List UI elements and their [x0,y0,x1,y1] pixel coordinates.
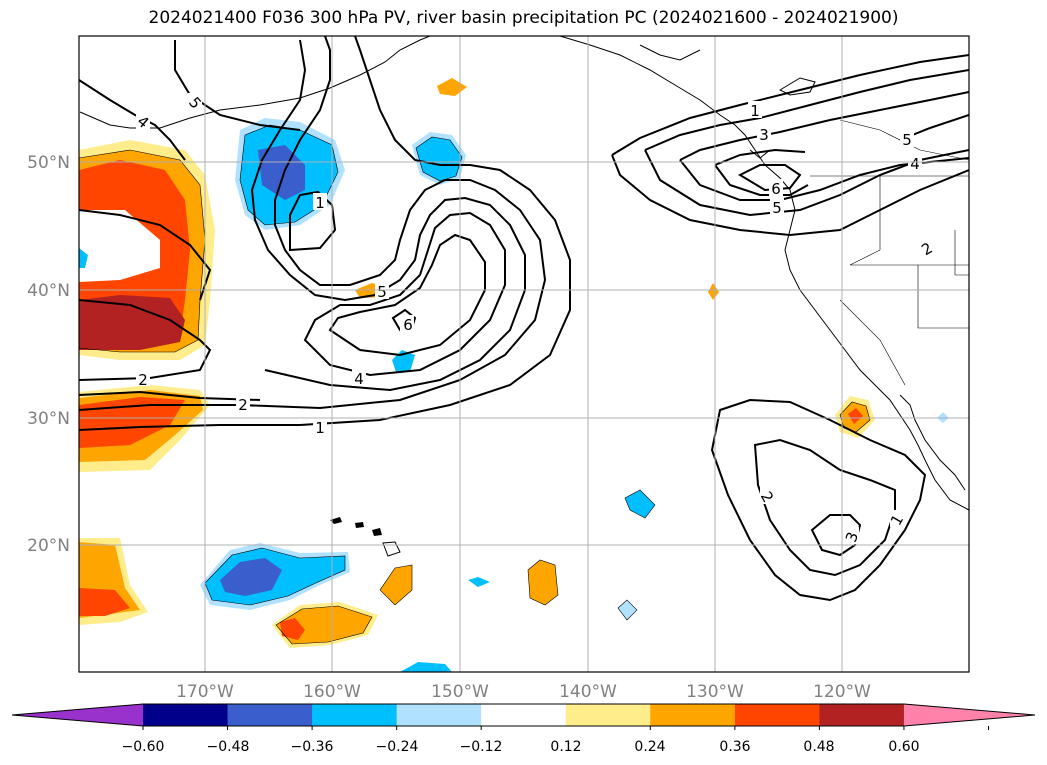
colorbar-tick-label: 0.48 [803,739,834,755]
pv-contour-5-east [714,148,806,166]
pv-contour-left-upper [79,209,212,301]
pv-contour-3 [250,39,526,392]
precip-neg-10n-150w [400,662,452,672]
lon-label-130w: 130°W [686,682,744,702]
contour-label-2: 2 [238,396,248,414]
precip-pos-17n-153w [380,565,412,605]
precip-pos-sw-inner [79,588,130,616]
precip-pos-40n-130w [708,283,719,300]
lon-label-170w: 170°W [176,682,234,702]
lat-label-30n: 30°N [27,409,70,429]
contour-label-6: 6 [403,316,413,334]
longitude-labels: 170°W 160°W 150°W 140°W 130°W 120°W [176,682,871,702]
pv-contour-5 [328,233,486,357]
precip-shading [79,78,949,672]
pv-contour-4-east-lower [679,157,969,201]
colorbar-extend-high [903,704,1035,726]
colorbar-tick-label: 0.36 [719,739,750,755]
precip-neg-ne-mid [416,137,462,181]
colorbar-tick-label: −0.36 [291,739,334,755]
colorbar-segment [650,704,736,726]
precip-neg-43n-180w [79,248,88,268]
contour-label-3: 3 [759,126,769,144]
precip-pos-west-blank [79,210,160,282]
pv-contour-4 [303,211,506,377]
pv-contour-2-se [753,438,896,577]
precip-neg-south-inner [220,558,282,596]
pv-contour-6-east [737,164,802,192]
contour-label-1: 1 [315,194,325,212]
pv-contour-1-east [611,54,969,156]
colorbar-segment [312,704,398,726]
map-frame [78,35,970,673]
colorbar-segment [481,704,567,726]
contour-label-2: 2 [138,371,148,389]
lat-label-20n: 20°N [27,536,70,556]
map-content: 1 1 1 1 2 2 2 2 3 3 4 4 4 5 5 5 6 6 5 [79,36,969,672]
colorbar-tick-label: −0.24 [376,739,419,755]
islands [330,517,401,557]
lon-label-120w: 120°W [813,682,871,702]
precip-neg-15n-137w [618,600,637,620]
precip-pos-14n-160w-inner [280,618,305,640]
contour-label-5: 5 [902,131,912,149]
colorbar-tick-label: 0.60 [888,739,919,755]
colorbar-segment [819,704,905,726]
pv-contour-1-se [710,398,927,602]
contour-label-1: 1 [315,419,325,437]
contour-label-plates [136,93,934,544]
precip-pos-56n-150w [437,78,467,96]
gridlines [79,36,969,672]
lon-label-140w: 140°W [559,682,617,702]
colorbar-ticks: −0.60 −0.48 −0.36 −0.24 −0.12 0.12 0.24 … [122,739,920,755]
colorbar-tick-label: −0.48 [207,739,250,755]
pv-contours [79,36,969,602]
precip-pos-west-core [79,295,185,350]
lat-label-50n: 50°N [27,153,70,173]
pv-contour-4-east [679,91,969,161]
precip-pos-17n-143w [528,560,558,605]
colorbar-tick-label: 0.24 [634,739,665,755]
contour-label-6: 6 [771,180,781,198]
contour-label-4: 4 [354,370,364,388]
precip-neg-23n-135w [625,490,655,518]
contour-label-5: 5 [772,199,782,217]
colorbar-tick-label: −0.60 [122,739,165,755]
colorbar-extend-low [12,704,143,726]
lon-label-160w: 160°W [303,682,361,702]
pv-contour-2-east [611,154,969,237]
pv-contour-5-east-lower [714,164,809,196]
colorbar-segment [143,704,229,726]
colorbar-segment [565,704,651,726]
pv-contour-2-mid [79,390,261,401]
precip-pos-socal-inner [848,408,863,424]
map-title: 2024021400 F036 300 hPa PV, river basin … [148,8,899,28]
colorbar-tick-label: −0.12 [460,739,503,755]
coastlines [79,36,969,511]
contour-label-4: 4 [910,155,920,173]
contour-label-1: 1 [750,102,760,120]
contour-label-5: 5 [377,283,387,301]
colorbar-tick-label: 0.12 [550,739,581,755]
precip-neg-north-inner [258,145,305,200]
colorbar-segment [227,704,313,726]
lon-label-150w: 150°W [431,682,489,702]
colorbar-segment [396,704,482,726]
pv-contour-3-east [644,69,969,151]
precip-pos-30n-inner [79,397,185,448]
colorbar-segment [734,704,820,726]
colorbar [11,703,1036,730]
latitude-labels: 50°N 40°N 30°N 20°N [27,153,70,556]
precip-neg-18n-148w [468,577,490,587]
lat-label-40n: 40°N [27,281,70,301]
